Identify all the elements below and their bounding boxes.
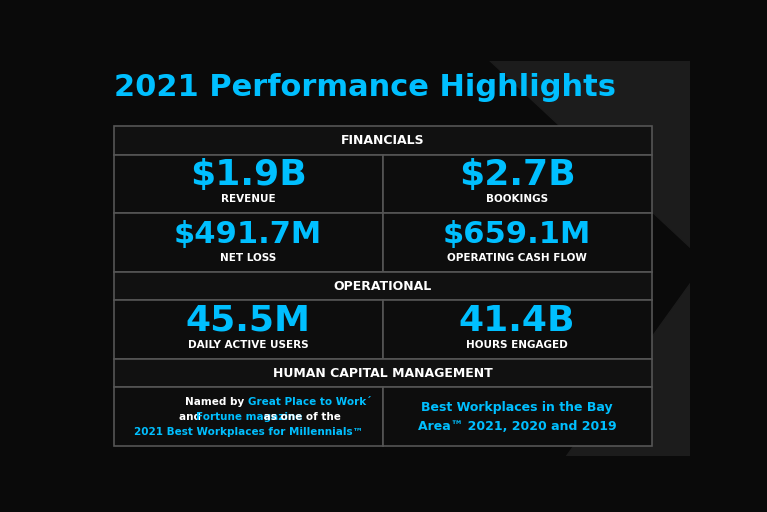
Text: NET LOSS: NET LOSS [220, 253, 276, 263]
Text: as one of the: as one of the [260, 412, 341, 421]
Text: 45.5M: 45.5M [186, 304, 311, 338]
Bar [114, 387, 383, 446]
Bar [383, 387, 652, 446]
Text: $2.7B: $2.7B [459, 158, 575, 193]
Text: FINANCIALS: FINANCIALS [341, 134, 424, 147]
Text: BOOKINGS: BOOKINGS [486, 194, 548, 204]
Text: REVENUE: REVENUE [221, 194, 275, 204]
Polygon shape [560, 266, 703, 463]
Text: OPERATIONAL: OPERATIONAL [334, 280, 432, 293]
Bar [114, 126, 652, 155]
Text: $1.9B: $1.9B [189, 158, 307, 193]
Bar [114, 301, 383, 359]
Text: OPERATING CASH FLOW: OPERATING CASH FLOW [447, 253, 587, 263]
Bar [383, 214, 652, 272]
Bar [383, 155, 652, 214]
Text: 2021 Best Workplaces for Millennials™: 2021 Best Workplaces for Millennials™ [133, 426, 363, 437]
Text: HUMAN CAPITAL MANAGEMENT: HUMAN CAPITAL MANAGEMENT [273, 367, 492, 379]
Text: DAILY ACTIVE USERS: DAILY ACTIVE USERS [188, 339, 308, 350]
Text: 2021 Performance Highlights: 2021 Performance Highlights [114, 73, 616, 102]
Polygon shape [482, 54, 703, 259]
Text: HOURS ENGAGED: HOURS ENGAGED [466, 339, 568, 350]
Text: Fortune magazine: Fortune magazine [196, 412, 302, 421]
Text: Named by: Named by [186, 397, 249, 407]
Text: Best Workplaces in the Bay
Area™ 2021, 2020 and 2019: Best Workplaces in the Bay Area™ 2021, 2… [418, 400, 617, 433]
Text: and: and [179, 412, 205, 421]
Bar [114, 359, 652, 387]
Text: $491.7M: $491.7M [174, 220, 322, 248]
Text: $659.1M: $659.1M [443, 220, 591, 248]
Bar [383, 301, 652, 359]
Bar [114, 272, 652, 301]
Text: Great Place to Work´: Great Place to Work´ [249, 397, 372, 407]
Bar [114, 155, 383, 214]
Bar [114, 214, 383, 272]
Text: 41.4B: 41.4B [459, 304, 575, 338]
